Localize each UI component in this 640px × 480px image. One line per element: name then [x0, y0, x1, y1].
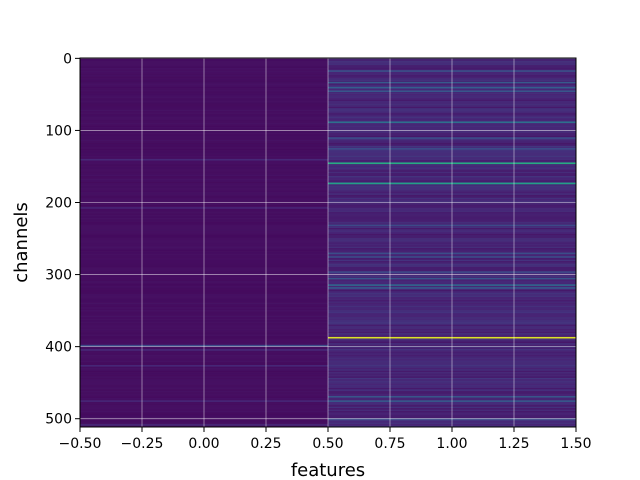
y-tick-label: 500	[45, 412, 72, 428]
x-tick-label: 0.50	[312, 436, 343, 452]
y-tick-label: 300	[45, 268, 72, 284]
y-axis-ticks: 0 100 200 300 400 500	[45, 51, 80, 428]
x-tick-label: 0.25	[250, 436, 281, 452]
x-tick-label: −0.25	[121, 436, 164, 452]
y-tick-label: 100	[45, 123, 72, 139]
y-tick-label: 400	[45, 340, 72, 356]
x-tick-label: 1.00	[436, 436, 467, 452]
y-tick-label: 200	[45, 196, 72, 212]
x-axis-ticks: −0.50 −0.25 0.00 0.25 0.50 0.75 1.00 1.25 1.50	[59, 427, 592, 452]
y-tick-label: 0	[63, 51, 72, 67]
x-tick-label: −0.50	[59, 436, 102, 452]
x-axis-label: features	[291, 460, 365, 480]
x-tick-label: 1.25	[498, 436, 529, 452]
x-tick-label: 1.50	[560, 436, 591, 452]
y-axis-label: channels	[11, 202, 32, 283]
x-tick-label: 0.00	[188, 436, 219, 452]
x-tick-label: 0.75	[374, 436, 405, 452]
